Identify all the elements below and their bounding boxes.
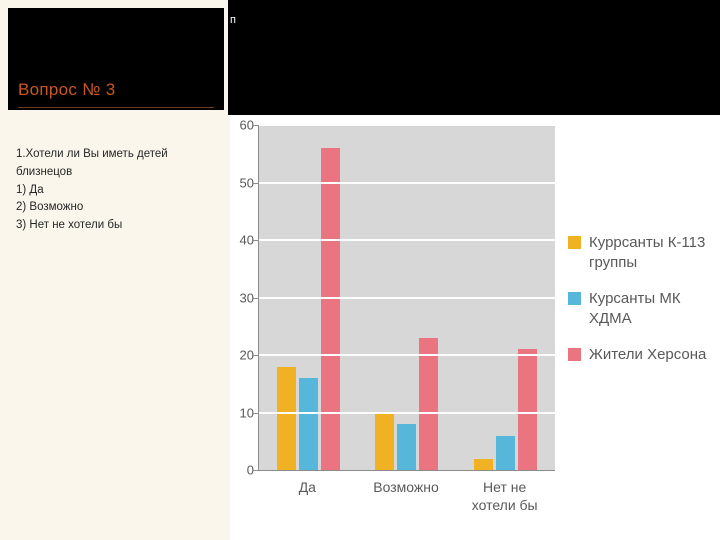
bar-series-1-cat-1 (397, 424, 417, 470)
gridline (259, 411, 555, 414)
y-axis-label: 10 (239, 405, 254, 420)
bar-chart: 0 10 20 30 40 50 60 Да Возможно Нет не хотели бы… (230, 115, 720, 540)
y-axis-label: 50 (239, 175, 254, 190)
bar-group (375, 125, 439, 470)
bar-series-1-cat-0 (298, 378, 318, 470)
y-tick-mark (252, 240, 258, 242)
body-text: 1.Хотели ли Вы иметь детей близнецов 1) Да… (16, 146, 216, 235)
x-axis-label: Нет не хотели бы (471, 479, 538, 514)
x-axis-label: Возможно (373, 479, 439, 495)
bar-series-2-cat-2 (518, 349, 538, 470)
bar-series-0-cat-0 (276, 366, 296, 470)
y-tick-mark (252, 412, 258, 414)
y-axis-label: 40 (239, 232, 254, 248)
legend-label: Курсанты МК ХДМА (589, 290, 681, 327)
gridline (259, 354, 555, 357)
y-axis-label: 20 (239, 347, 254, 363)
y-tick-mark (252, 297, 258, 299)
header-fragment-text: п (230, 14, 236, 26)
y-tick-mark (252, 125, 258, 126)
legend-swatch-icon (568, 348, 581, 361)
chart-legend: Куррсанты К-113 группы Курсанты МК ХДМА Жи… (568, 233, 716, 365)
legend-item: Курсанты МК ХДМА (568, 289, 716, 328)
gridline (259, 296, 555, 299)
bar-series-2-cat-0 (320, 148, 340, 470)
bar-series-2-cat-1 (419, 337, 439, 470)
bar-groups (259, 125, 555, 470)
body-line: 1) Да (16, 183, 44, 196)
legend-item: Жители Херсона (568, 345, 716, 365)
y-axis-label: 0 (246, 462, 254, 478)
body-line: 1.Хотели ли Вы иметь детей (16, 148, 168, 160)
y-axis-label: 60 (239, 117, 254, 133)
x-axis: Да Возможно Нет не хотели бы (258, 478, 554, 514)
y-tick-mark (252, 355, 258, 357)
plot-area (252, 124, 555, 471)
legend-label: Жители Херсона (589, 346, 707, 363)
slide-title: Вопрос № 3 (18, 80, 214, 108)
y-tick-mark (252, 470, 258, 471)
bar-group (474, 125, 538, 470)
legend-swatch-icon (568, 236, 581, 249)
y-axis-label: 30 (239, 290, 254, 305)
bar-series-0-cat-1 (375, 412, 395, 470)
legend-label: Куррсанты К-113 группы (589, 234, 706, 271)
y-axis: 0 10 20 30 40 50 60 (230, 118, 254, 478)
bar-group (276, 125, 340, 470)
body-line: близнецов (16, 165, 73, 178)
gridline (259, 239, 555, 242)
gridline (259, 181, 555, 184)
left-sidebar: Вопрос № 3 1.Хотели ли Вы иметь детей бли… (0, 0, 230, 540)
body-line: 2) Возможно (16, 201, 84, 214)
title-banner: Вопрос № 3 (8, 8, 224, 110)
bar-series-0-cat-2 (474, 458, 494, 470)
x-axis-label: Да (298, 479, 316, 495)
legend-swatch-icon (568, 292, 581, 305)
bar-series-1-cat-2 (496, 435, 516, 470)
body-line: 3) Нет не хотели бы (16, 219, 123, 232)
y-tick-mark (252, 182, 258, 184)
header-band: п (228, 0, 720, 115)
legend-item: Куррсанты К-113 группы (568, 233, 716, 272)
gridline (259, 124, 555, 126)
